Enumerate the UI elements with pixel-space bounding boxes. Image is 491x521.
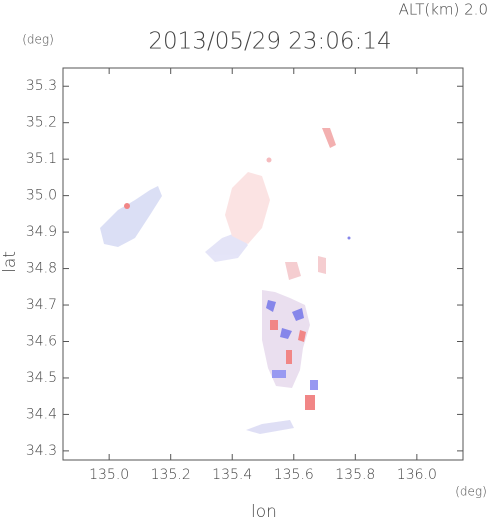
echo-cell bbox=[272, 370, 318, 390]
y-tick-label: 34.5 bbox=[26, 370, 57, 386]
echo-cell bbox=[347, 236, 351, 240]
echo-cell bbox=[266, 300, 304, 339]
y-tick-label: 34.6 bbox=[26, 333, 57, 349]
y-tick-label: 34.4 bbox=[26, 406, 57, 422]
y-tick-label: 35.3 bbox=[26, 78, 57, 94]
x-tick-label: 135.0 bbox=[89, 467, 129, 483]
radar-echoes bbox=[100, 128, 351, 434]
altitude-label: ALT(km) 2.0 bbox=[399, 1, 488, 19]
y-tick-label: 35.0 bbox=[26, 188, 57, 204]
echo-cell bbox=[124, 203, 130, 209]
y-tick-label: 35.2 bbox=[26, 115, 57, 131]
chart-title: 2013/05/29 23:06:14 bbox=[148, 29, 391, 55]
echo-area bbox=[100, 186, 162, 247]
echo-area bbox=[205, 232, 248, 262]
echo-cell bbox=[285, 256, 326, 280]
plot-frame bbox=[62, 67, 464, 461]
echo-cell bbox=[270, 320, 315, 410]
y-unit: (deg) bbox=[22, 33, 54, 47]
x-tick-label: 135.2 bbox=[151, 467, 191, 483]
x-tick-label: 136.0 bbox=[397, 467, 437, 483]
x-unit: (deg) bbox=[455, 485, 487, 499]
x-tick-label: 135.8 bbox=[335, 467, 375, 483]
y-tick-label: 35.1 bbox=[26, 151, 57, 167]
echo-area bbox=[246, 420, 294, 434]
y-tick-label: 34.7 bbox=[26, 297, 57, 313]
echo-area bbox=[322, 128, 336, 148]
y-tick-label: 34.3 bbox=[26, 443, 57, 459]
y-axis-label: lat bbox=[0, 251, 20, 273]
y-tick-label: 34.9 bbox=[26, 224, 57, 240]
x-axis-label: lon bbox=[251, 502, 277, 521]
echo-cell bbox=[266, 157, 272, 163]
echo-area bbox=[225, 172, 270, 244]
y-tick-label: 34.8 bbox=[26, 261, 57, 277]
x-tick-label: 135.4 bbox=[212, 467, 252, 483]
x-tick-label: 135.6 bbox=[274, 467, 314, 483]
